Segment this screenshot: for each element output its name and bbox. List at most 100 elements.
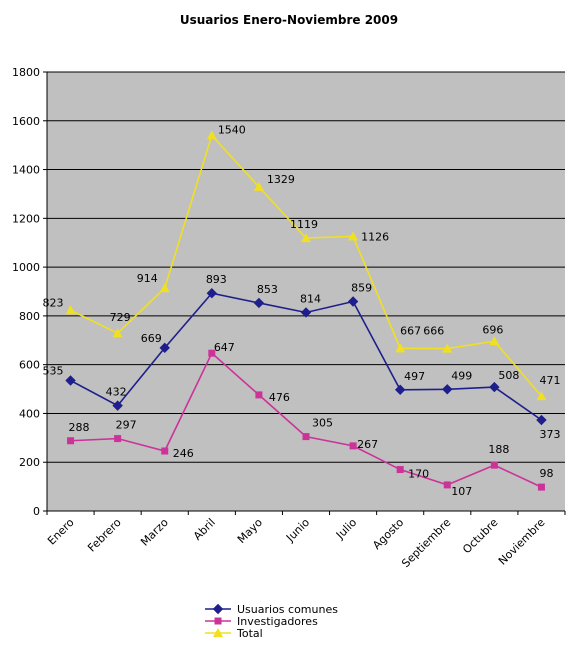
data-point [65,305,76,315]
data-point [206,288,218,299]
x-tick-label: Junio [283,516,312,545]
x-tick-label: Septiembre [399,516,453,570]
data-point [67,437,75,445]
y-tick-label: 800 [19,310,40,323]
legend-box [200,600,350,646]
chart-title: Usuarios Enero-Noviembre 2009 [180,13,398,27]
data-label: 814 [300,292,321,305]
data-label: 499 [451,369,472,382]
data-point [253,297,265,309]
data-point [348,231,359,241]
data-label: 1126 [361,230,389,243]
series-total [65,130,547,401]
legend-label: Usuarios comunes [237,603,338,616]
x-tick-label: Marzo [138,516,171,549]
data-label: 107 [451,485,472,498]
data-point [396,466,404,474]
data-point [301,233,311,243]
x-tick-label: Enero [45,516,77,548]
y-tick-label: 600 [19,359,40,372]
data-label: 497 [404,370,425,383]
legend-marker [213,628,223,637]
x-axis: Enero Febrero Marzo Abril Mayo Junio Julio Agos… [45,510,566,570]
data-labels: 535 432 669 893 853 814 859 497 499 508 373 288 297 2… [43,123,561,497]
data-point [302,433,310,441]
data-label: 1119 [290,218,318,231]
data-label: 170 [408,468,429,481]
data-label: 1329 [267,173,295,186]
data-point [536,414,547,426]
data-point [536,391,547,401]
data-point [112,400,123,411]
data-point [490,461,498,469]
data-point [300,307,312,318]
data-point [206,130,217,140]
y-tick-label: 1200 [12,212,40,225]
data-label: 246 [173,447,194,460]
data-label: 823 [43,296,64,309]
data-point [159,283,170,293]
data-point [395,343,406,353]
x-tick-label: Abril [191,516,218,543]
data-label: 893 [206,273,227,286]
data-point [253,181,264,191]
data-label: 432 [106,386,127,399]
y-tick-label: 0 [33,505,40,518]
y-tick-label: 1600 [12,115,40,128]
data-label: 696 [482,323,503,336]
gridlines [47,71,565,512]
legend-item: Total [205,627,263,640]
data-label: 373 [539,428,560,441]
data-label: 297 [116,419,137,432]
y-tick-label: 1400 [12,164,40,177]
data-label: 853 [257,283,278,296]
x-tick-label: Noviembre [496,516,548,568]
y-tick-label: 1000 [12,261,40,274]
legend-item: Investigadores [205,615,318,628]
data-label: 267 [357,438,378,451]
x-tick-label: Mayo [235,516,265,546]
y-axis: 0 200 400 600 800 1000 1200 1400 1600 1800 [12,66,48,518]
data-point [442,384,453,395]
y-tick-label: 400 [19,407,40,420]
x-tick-label: Agosto [370,516,406,552]
data-point [489,381,500,393]
x-tick-label: Julio [333,516,359,542]
data-label: 98 [539,467,553,480]
data-point [443,481,451,489]
data-point [349,442,357,450]
y-tick-label: 200 [19,456,40,469]
data-label: 669 [141,332,162,345]
data-label: 476 [269,391,290,404]
data-label: 914 [137,272,158,285]
data-label: 666 [423,325,444,338]
legend-item: Usuarios comunes [205,603,338,616]
data-label: 647 [214,341,235,354]
data-point [114,435,122,443]
data-point [208,349,216,357]
x-tick-label: Octubre [460,516,500,556]
data-label: 471 [539,374,560,387]
data-label: 288 [69,421,90,434]
data-point [161,447,169,455]
data-point [489,336,500,346]
data-label: 508 [498,369,519,382]
series-group [65,130,547,491]
data-point [65,375,76,386]
y-tick-label: 1800 [12,66,40,79]
series-investigadores [67,349,545,491]
data-point [255,391,263,399]
data-point [347,296,359,307]
data-label: 729 [110,311,131,324]
data-point [537,483,545,491]
data-label: 667 [400,324,421,337]
data-point [159,342,170,354]
data-label: 188 [488,443,509,456]
legend-label: Investigadores [237,615,318,628]
data-point [442,343,453,353]
data-label: 859 [351,281,372,294]
data-point [112,328,123,338]
data-point [394,384,406,395]
